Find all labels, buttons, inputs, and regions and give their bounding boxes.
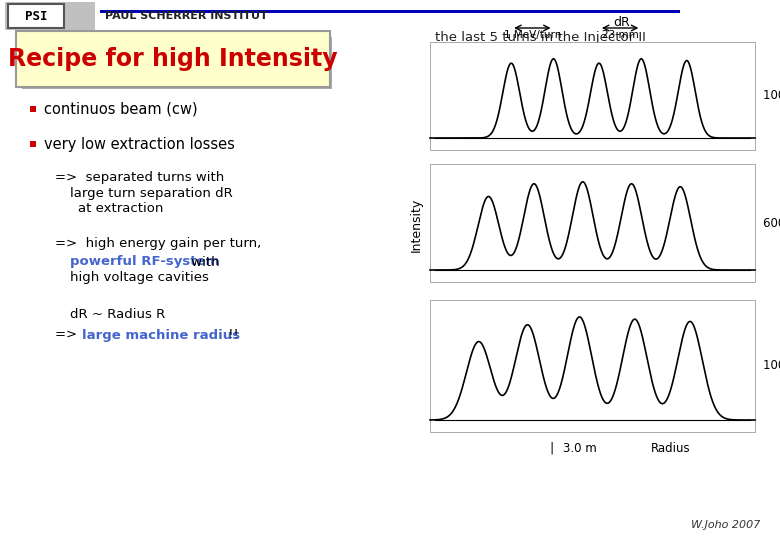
Text: dR: dR — [613, 16, 630, 29]
Text: |: | — [549, 442, 554, 455]
Text: 600 μA: 600 μA — [763, 217, 780, 230]
Text: continuos beam (cw): continuos beam (cw) — [44, 102, 197, 117]
Text: powerful RF-system: powerful RF-system — [70, 255, 219, 268]
Bar — [430, 42, 755, 150]
Text: =>  high energy gain per turn,: => high energy gain per turn, — [55, 238, 261, 251]
Text: high voltage cavities: high voltage cavities — [70, 272, 209, 285]
Text: very low extraction losses: very low extraction losses — [44, 137, 235, 152]
Text: dR ~ Radius R: dR ~ Radius R — [70, 308, 165, 321]
Text: 23 mm: 23 mm — [601, 30, 639, 40]
Bar — [8, 4, 64, 28]
Text: the last 5 turns in the Injector II: the last 5 turns in the Injector II — [435, 30, 646, 44]
Text: !!: !! — [224, 328, 239, 341]
Text: Recipe for high Intensity: Recipe for high Intensity — [8, 47, 338, 71]
Bar — [30, 141, 36, 147]
Text: 1 MeV/turn: 1 MeV/turn — [504, 30, 561, 40]
Text: PAUL SCHERRER INSTITUT: PAUL SCHERRER INSTITUT — [105, 11, 268, 21]
Bar — [5, 2, 95, 30]
Text: Radius: Radius — [651, 442, 690, 455]
Bar — [430, 300, 755, 432]
Text: 3.0 m: 3.0 m — [562, 442, 597, 455]
Bar — [100, 10, 680, 13]
Text: large turn separation dR: large turn separation dR — [70, 186, 232, 199]
Text: with: with — [187, 255, 220, 268]
Text: 1000 μA: 1000 μA — [763, 360, 780, 373]
Bar — [22, 37, 332, 89]
Text: at extraction: at extraction — [78, 201, 163, 214]
Text: =>: => — [55, 328, 81, 341]
Text: PSI: PSI — [25, 10, 48, 23]
Text: 100 μA: 100 μA — [763, 90, 780, 103]
FancyBboxPatch shape — [16, 31, 330, 87]
Bar — [430, 164, 755, 282]
Text: Intensity: Intensity — [410, 198, 423, 252]
Text: W.Joho 2007: W.Joho 2007 — [690, 520, 760, 530]
Text: =>  separated turns with: => separated turns with — [55, 172, 225, 185]
Text: large machine radius: large machine radius — [82, 328, 240, 341]
Bar — [30, 106, 36, 112]
